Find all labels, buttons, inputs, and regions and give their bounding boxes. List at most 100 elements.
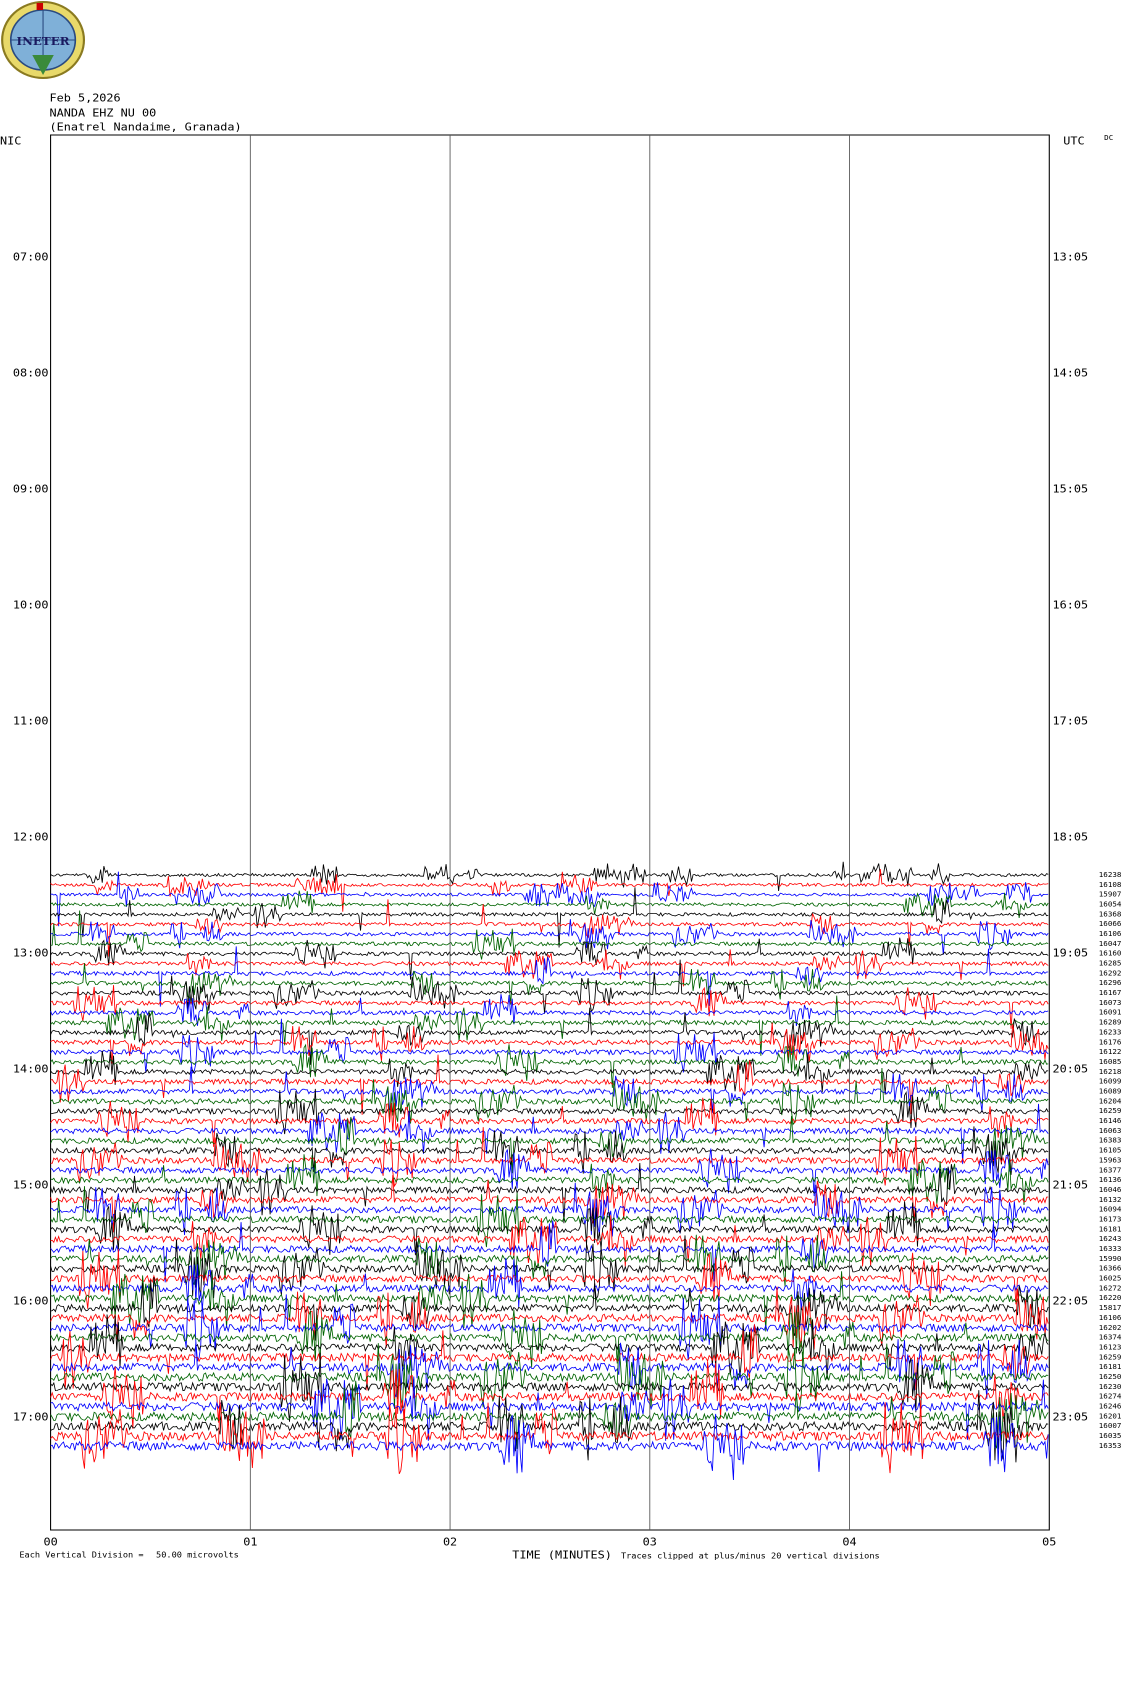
trace <box>50 959 1049 1014</box>
left-title: NIC <box>0 134 21 147</box>
right-time: 14:05 <box>1053 366 1089 379</box>
x-label: TIME (MINUTES) <box>512 1548 612 1561</box>
trace <box>50 1309 1049 1368</box>
dc-value: 16296 <box>1099 978 1122 987</box>
dc-value: 16333 <box>1099 1244 1122 1253</box>
dc-value: 15963 <box>1099 1156 1122 1165</box>
dc-value: 16066 <box>1099 919 1122 928</box>
right-time: 19:05 <box>1053 946 1089 959</box>
x-tick-label: 05 <box>1042 1535 1056 1548</box>
right-time: 13:05 <box>1053 250 1089 263</box>
trace <box>50 985 1049 1029</box>
trace <box>50 1088 1049 1135</box>
trace <box>50 937 1049 980</box>
dc-value: 16259 <box>1099 1353 1122 1362</box>
right-time: 18:05 <box>1053 830 1089 843</box>
right-time: 20:05 <box>1053 1062 1089 1075</box>
dc-value: 16176 <box>1099 1038 1122 1047</box>
trace <box>50 1126 1049 1175</box>
dc-value: 16108 <box>1099 880 1122 889</box>
location: (Enatrel Nandaime, Granada) <box>50 120 242 133</box>
left-time: 10:00 <box>13 598 49 611</box>
left-time: 13:00 <box>13 946 49 959</box>
trace <box>50 1235 1049 1301</box>
dc-value: 15907 <box>1099 890 1122 899</box>
trace <box>50 871 1049 927</box>
trace <box>50 1067 1049 1126</box>
right-time: 15:05 <box>1053 482 1089 495</box>
dc-value: 16285 <box>1099 959 1122 968</box>
trace <box>50 1294 1049 1363</box>
date: Feb 5,2026 <box>50 91 121 104</box>
station: NANDA EHZ NU 00 <box>50 106 157 119</box>
dc-value: 16292 <box>1099 969 1122 978</box>
dc-value: 16106 <box>1099 929 1122 938</box>
x-tick-label: 00 <box>43 1535 57 1548</box>
trace <box>50 1054 1049 1115</box>
trace <box>50 1066 1049 1113</box>
dc-value: 16091 <box>1099 1008 1122 1017</box>
trace <box>50 1097 1049 1147</box>
trace <box>50 946 1049 1007</box>
dc-value: 16146 <box>1099 1116 1122 1125</box>
right-title: UTC <box>1063 134 1084 147</box>
trace <box>50 1324 1049 1391</box>
trace <box>50 949 1049 987</box>
trace <box>50 1022 1049 1064</box>
dc-value: 16220 <box>1099 1294 1122 1303</box>
dc-value: 16246 <box>1099 1402 1122 1411</box>
clip-note: Traces clipped at plus/minus 20 vertical… <box>621 1551 880 1561</box>
trace <box>50 995 1049 1056</box>
left-time: 15:00 <box>13 1178 49 1191</box>
trace <box>50 1043 1049 1088</box>
trace <box>50 1220 1049 1283</box>
dc-value: 16201 <box>1099 1412 1122 1421</box>
trace <box>50 1186 1049 1248</box>
scale-label: Each Vertical Division = <box>19 1550 143 1560</box>
dc-value: 16233 <box>1099 1028 1122 1037</box>
trace <box>50 1277 1049 1341</box>
dc-value: 16374 <box>1099 1333 1122 1342</box>
dc-value: 16202 <box>1099 1323 1122 1332</box>
dc-value: 16046 <box>1099 1185 1122 1194</box>
trace <box>50 1215 1049 1267</box>
scale-value: 50.00 microvolts <box>156 1550 239 1560</box>
dc-value: 16383 <box>1099 1136 1122 1145</box>
dc-value: 16289 <box>1099 1018 1122 1027</box>
trace <box>50 1390 1049 1463</box>
dc-value: 16167 <box>1099 988 1122 997</box>
dc-value: 16132 <box>1099 1195 1122 1204</box>
left-time: 08:00 <box>13 366 49 379</box>
dc-value: 16007 <box>1099 1421 1122 1430</box>
trace <box>50 1314 1049 1380</box>
dc-value: 16035 <box>1099 1431 1122 1440</box>
trace <box>50 861 1049 891</box>
trace <box>50 1399 1049 1475</box>
left-time: 17:00 <box>13 1410 49 1423</box>
x-tick-label: 03 <box>643 1535 657 1548</box>
dc-value: 16122 <box>1099 1047 1122 1056</box>
dc-value: 16230 <box>1099 1382 1122 1391</box>
dc-value: 16136 <box>1099 1175 1122 1184</box>
dc-value: 16353 <box>1099 1441 1122 1450</box>
dc-value: 16204 <box>1099 1097 1122 1106</box>
dc-value: 16243 <box>1099 1234 1122 1243</box>
dc-value: 16094 <box>1099 1205 1122 1214</box>
trace <box>50 1115 1049 1174</box>
dc-value: 16173 <box>1099 1215 1122 1224</box>
dc-value: 16073 <box>1099 998 1122 1007</box>
dc-value: 16181 <box>1099 1362 1122 1371</box>
right-time: 21:05 <box>1053 1178 1089 1191</box>
trace <box>50 1234 1049 1287</box>
trace <box>50 994 1049 1027</box>
dc-value: 16054 <box>1099 900 1122 909</box>
left-time: 07:00 <box>13 250 49 263</box>
trace <box>50 1380 1049 1449</box>
dc-value: 16250 <box>1099 1372 1122 1381</box>
trace <box>50 1007 1049 1065</box>
trace <box>50 919 1049 955</box>
trace <box>50 1352 1049 1422</box>
trace <box>50 1050 1049 1095</box>
logo-text: INETER <box>17 34 70 47</box>
